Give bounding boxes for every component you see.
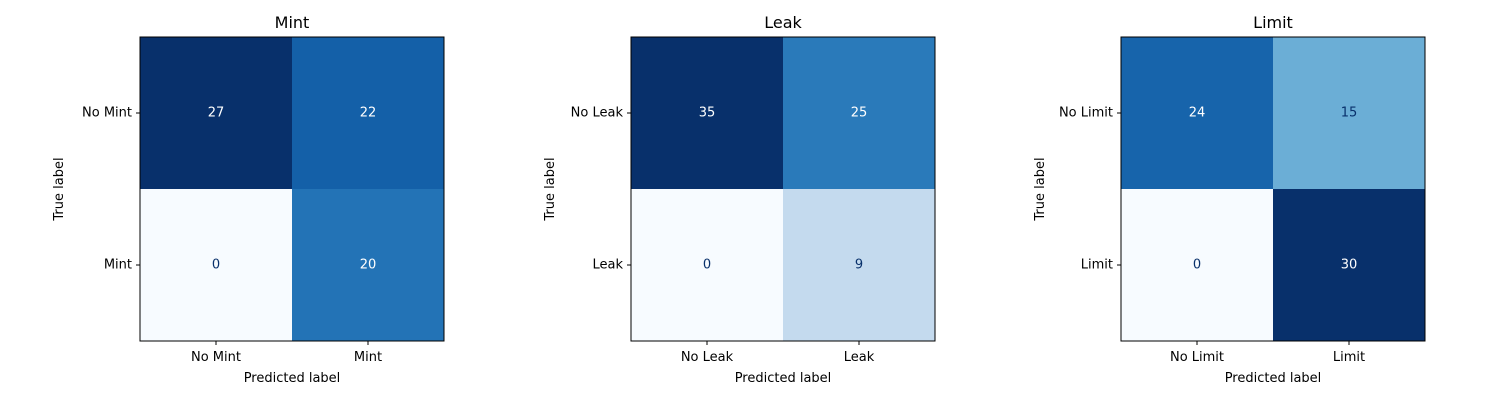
panel-title: Leak (764, 13, 802, 32)
cell-value-label: 22 (360, 106, 377, 121)
x-axis-label: Predicted label (1225, 371, 1322, 386)
y-axis-label: True label (52, 157, 67, 221)
y-tick-label: Mint (104, 258, 132, 273)
x-tick-label: No Mint (191, 350, 241, 365)
confusion-matrix-panel: 24 15 0 30 Limit No Limit Limit No Limit Limit Pr… (1033, 13, 1426, 386)
matrix-cell (292, 37, 444, 189)
matrix-cell (783, 189, 935, 341)
x-tick-label: No Limit (1170, 350, 1224, 365)
matrix-cell (140, 37, 292, 189)
cell-value-label: 24 (1189, 106, 1206, 121)
plot-frame (630, 36, 936, 342)
y-tick-label: No Leak (571, 106, 624, 121)
x-tick-label: Leak (844, 350, 875, 365)
cell-value-label: 25 (851, 106, 868, 121)
matrix-cell (140, 189, 292, 341)
matrix-cell (1121, 37, 1273, 189)
confusion-matrix-panel: 27 22 0 20 Mint No Mint Mint No Mint Mint Predict… (52, 13, 445, 386)
y-axis-label: True label (543, 157, 558, 221)
matrix-cell (292, 189, 444, 341)
matrix-cell (1121, 189, 1273, 341)
matrix-cell (631, 37, 783, 189)
x-tick-label: Mint (354, 350, 382, 365)
cell-value-label: 0 (703, 258, 711, 273)
matrix-cell (631, 189, 783, 341)
cell-value-label: 0 (1193, 258, 1201, 273)
cell-value-label: 27 (208, 106, 225, 121)
panel-title: Mint (275, 13, 310, 32)
cell-value-label: 9 (855, 258, 863, 273)
cell-value-label: 20 (360, 258, 377, 273)
x-axis-label: Predicted label (735, 371, 832, 386)
panel-title: Limit (1253, 13, 1293, 32)
y-tick-label: No Mint (82, 106, 132, 121)
confusion-matrix-panel: 35 25 0 9 Leak No Leak Leak No Leak Leak Predicte… (543, 13, 936, 386)
x-axis-label: Predicted label (244, 371, 341, 386)
cell-value-label: 15 (1341, 106, 1358, 121)
cell-value-label: 30 (1341, 258, 1358, 273)
y-axis-label: True label (1033, 157, 1048, 221)
x-tick-label: Limit (1333, 350, 1365, 365)
cell-value-label: 35 (699, 106, 716, 121)
y-tick-label: No Limit (1059, 106, 1113, 121)
plot-frame (139, 36, 445, 342)
matrix-cell (1273, 189, 1425, 341)
matrix-cell (783, 37, 935, 189)
y-tick-label: Leak (592, 258, 623, 273)
plot-frame (1120, 36, 1426, 342)
matrix-cell (1273, 37, 1425, 189)
y-tick-label: Limit (1081, 258, 1113, 273)
x-tick-label: No Leak (681, 350, 734, 365)
cell-value-label: 0 (212, 258, 220, 273)
